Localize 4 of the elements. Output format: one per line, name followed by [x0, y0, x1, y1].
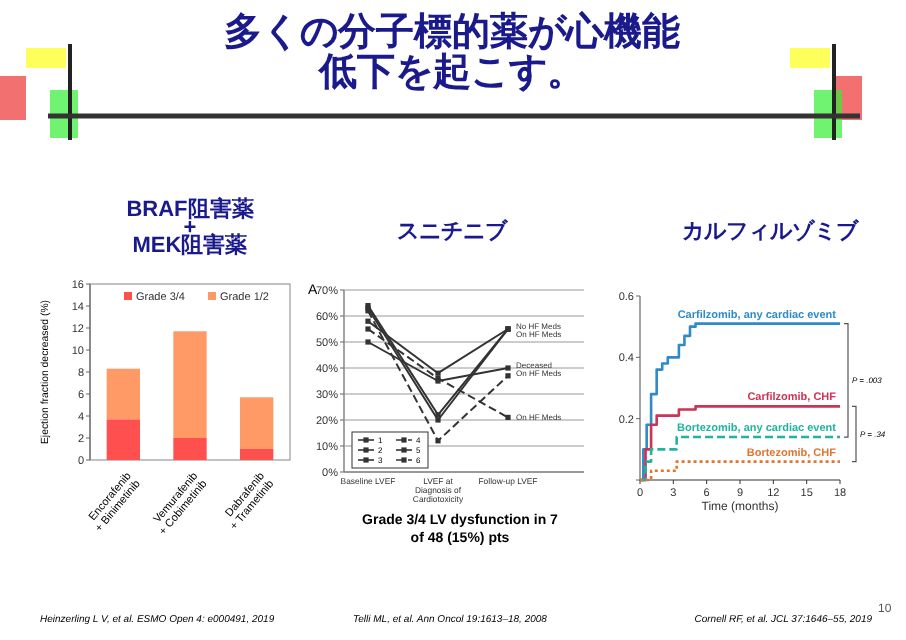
text: 多くの分子標的薬が心機能低下を起こす。 — [224, 10, 680, 94]
chart-title: カルフィルゾミブ — [682, 218, 860, 244]
chart-subtitle: BRAF阻害薬 + MEK阻害薬 — [126, 196, 254, 258]
chart-title: スニチニブ — [397, 218, 509, 244]
